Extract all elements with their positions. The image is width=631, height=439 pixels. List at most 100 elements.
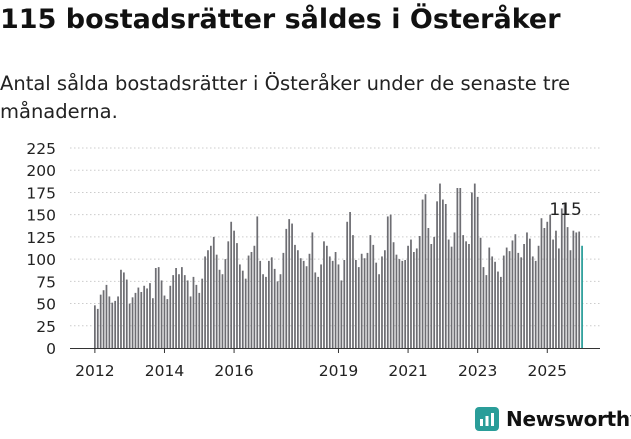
bar [157,267,160,348]
bar [123,272,125,348]
bar [172,275,175,348]
bar [413,252,415,348]
bar [540,218,543,348]
bar [468,244,470,348]
bar [241,270,244,348]
bar [262,274,264,348]
bar [154,268,157,348]
bar [442,199,444,348]
bar [131,297,134,348]
bar [346,221,349,348]
bar [436,201,438,348]
bar [102,290,105,348]
bar [201,278,204,348]
bar [227,241,230,348]
bar [305,266,308,348]
bar [215,254,218,348]
bar [343,260,346,348]
bar [578,231,581,348]
bar [410,239,412,348]
x-tick-label: 2019 [319,362,358,380]
bar [117,296,119,348]
bar [392,242,395,348]
bar [473,183,476,348]
bar [494,261,496,348]
bar [517,252,520,348]
bar [273,268,276,348]
bar [511,240,514,348]
bar [326,245,328,348]
bar [317,276,320,348]
bar [555,230,557,348]
bar [531,256,534,348]
bar [134,292,137,348]
bar [508,251,511,348]
bar-latest [581,245,583,348]
bar [189,296,192,348]
bar [233,230,235,348]
bar [308,253,311,348]
bar [572,230,575,348]
bar [291,223,293,348]
bar [424,194,427,348]
bar [546,221,549,348]
bar [439,183,441,348]
bar [178,274,180,348]
bar [120,269,122,348]
bar [505,247,508,348]
bar [331,260,334,348]
bar [366,252,369,348]
bar [265,276,267,348]
bar [500,276,502,348]
bar [143,285,146,348]
bar [502,255,505,348]
bar [372,244,375,348]
bar [256,216,259,348]
bar [288,219,291,348]
page-title: 115 bostadsrätter såldes i Österåker [0,4,561,35]
bar [479,237,482,348]
bar [421,199,424,348]
bar [195,284,198,348]
bar [418,236,421,348]
y-tick-label: 0 [46,340,56,358]
bar [160,280,163,348]
bar [183,275,186,348]
y-tick-label: 150 [26,207,56,225]
page-subtitle: Antal sålda bostadsrätter i Österåker un… [0,72,571,123]
x-tick-label: 2012 [75,362,114,380]
bar [491,256,494,348]
y-tick-label: 175 [26,184,56,202]
bar [398,259,401,348]
y-tick-label: 125 [26,229,56,247]
x-tick-label: 2021 [388,362,427,380]
newsworthy-brand: Newsworthy [475,404,631,434]
bar [297,250,299,348]
bar [386,216,389,348]
bar [334,252,337,348]
bar [514,234,517,348]
x-tick-label: 2014 [145,362,184,380]
bar [363,258,366,348]
bar [404,260,407,348]
bar [259,260,262,348]
bar [311,232,314,348]
bar [163,295,166,348]
bar [375,262,378,348]
bar [175,268,177,348]
bar [210,245,212,348]
bar [523,244,525,348]
bar [282,252,285,348]
bar [462,235,465,348]
bar [349,212,351,348]
bar [369,235,372,348]
bar [294,244,296,348]
bar [340,280,343,348]
bar [323,241,325,348]
bar [497,271,499,348]
y-tick-label: 75 [36,273,56,291]
bar [526,232,528,348]
bar [299,258,302,348]
bar [575,232,578,348]
bar [537,245,540,348]
